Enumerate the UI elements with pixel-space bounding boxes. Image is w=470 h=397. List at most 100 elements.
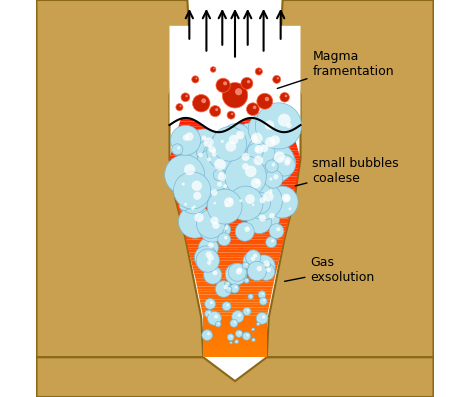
Circle shape <box>228 263 246 281</box>
Polygon shape <box>203 352 267 355</box>
Circle shape <box>228 288 230 289</box>
Circle shape <box>248 202 257 210</box>
Circle shape <box>258 323 259 324</box>
Polygon shape <box>173 184 297 187</box>
Circle shape <box>220 194 237 211</box>
Circle shape <box>176 180 188 191</box>
Circle shape <box>171 125 201 155</box>
Circle shape <box>248 112 282 146</box>
Circle shape <box>248 294 253 299</box>
Circle shape <box>239 199 243 202</box>
Circle shape <box>246 250 261 265</box>
Circle shape <box>266 237 277 248</box>
Polygon shape <box>197 289 273 292</box>
Circle shape <box>237 147 271 182</box>
Circle shape <box>207 254 214 261</box>
Circle shape <box>193 192 201 200</box>
Circle shape <box>207 311 221 325</box>
Circle shape <box>208 243 214 248</box>
Circle shape <box>259 197 266 203</box>
Circle shape <box>218 233 231 246</box>
Polygon shape <box>174 192 296 195</box>
Circle shape <box>224 197 234 207</box>
Circle shape <box>210 301 213 304</box>
Circle shape <box>230 284 239 293</box>
Circle shape <box>223 81 227 85</box>
Circle shape <box>192 76 199 83</box>
Circle shape <box>282 194 290 202</box>
Polygon shape <box>202 313 268 315</box>
Circle shape <box>214 159 226 170</box>
Circle shape <box>235 340 238 343</box>
Polygon shape <box>170 161 300 164</box>
Circle shape <box>222 83 248 108</box>
Circle shape <box>254 142 295 183</box>
Circle shape <box>196 210 225 238</box>
Circle shape <box>247 80 250 83</box>
Circle shape <box>245 183 282 220</box>
Circle shape <box>243 225 251 233</box>
Circle shape <box>263 191 274 202</box>
Circle shape <box>224 281 230 287</box>
Circle shape <box>247 209 272 233</box>
Polygon shape <box>185 237 285 239</box>
Circle shape <box>217 200 232 214</box>
Circle shape <box>218 173 226 181</box>
Polygon shape <box>171 169 299 171</box>
Polygon shape <box>198 292 272 295</box>
Circle shape <box>265 262 271 268</box>
Circle shape <box>245 264 247 266</box>
Circle shape <box>239 138 271 169</box>
Polygon shape <box>183 108 287 111</box>
Polygon shape <box>182 226 288 229</box>
Polygon shape <box>96 357 374 397</box>
Circle shape <box>266 267 271 272</box>
Circle shape <box>164 155 204 195</box>
Circle shape <box>205 310 212 318</box>
Circle shape <box>193 94 210 112</box>
Circle shape <box>257 93 273 109</box>
Circle shape <box>247 143 263 160</box>
Circle shape <box>216 181 230 195</box>
Circle shape <box>193 205 196 208</box>
Circle shape <box>235 88 242 95</box>
Circle shape <box>246 175 264 193</box>
Polygon shape <box>199 295 271 297</box>
Polygon shape <box>170 26 300 132</box>
Circle shape <box>266 186 298 218</box>
Polygon shape <box>176 135 294 137</box>
Circle shape <box>244 278 249 283</box>
Circle shape <box>198 238 219 258</box>
Circle shape <box>236 268 242 275</box>
Circle shape <box>285 94 287 97</box>
Circle shape <box>239 332 241 334</box>
Circle shape <box>277 118 296 137</box>
Circle shape <box>173 172 211 209</box>
Circle shape <box>221 123 252 154</box>
Polygon shape <box>175 195 295 197</box>
Circle shape <box>243 253 259 268</box>
Polygon shape <box>203 315 267 318</box>
Circle shape <box>253 339 254 340</box>
Circle shape <box>251 133 263 144</box>
Circle shape <box>225 156 266 197</box>
Circle shape <box>284 195 290 201</box>
Circle shape <box>276 155 286 165</box>
Circle shape <box>199 256 215 273</box>
Circle shape <box>247 309 249 312</box>
Polygon shape <box>173 182 297 184</box>
Circle shape <box>257 322 260 326</box>
Circle shape <box>273 190 295 212</box>
Circle shape <box>268 189 273 193</box>
Circle shape <box>266 160 278 173</box>
Circle shape <box>260 145 268 152</box>
Circle shape <box>230 319 238 327</box>
Circle shape <box>249 192 271 214</box>
Circle shape <box>210 106 221 117</box>
Circle shape <box>245 166 257 177</box>
Circle shape <box>223 285 228 289</box>
Polygon shape <box>183 229 287 231</box>
Circle shape <box>187 129 222 165</box>
Circle shape <box>283 205 294 215</box>
Circle shape <box>255 103 302 149</box>
